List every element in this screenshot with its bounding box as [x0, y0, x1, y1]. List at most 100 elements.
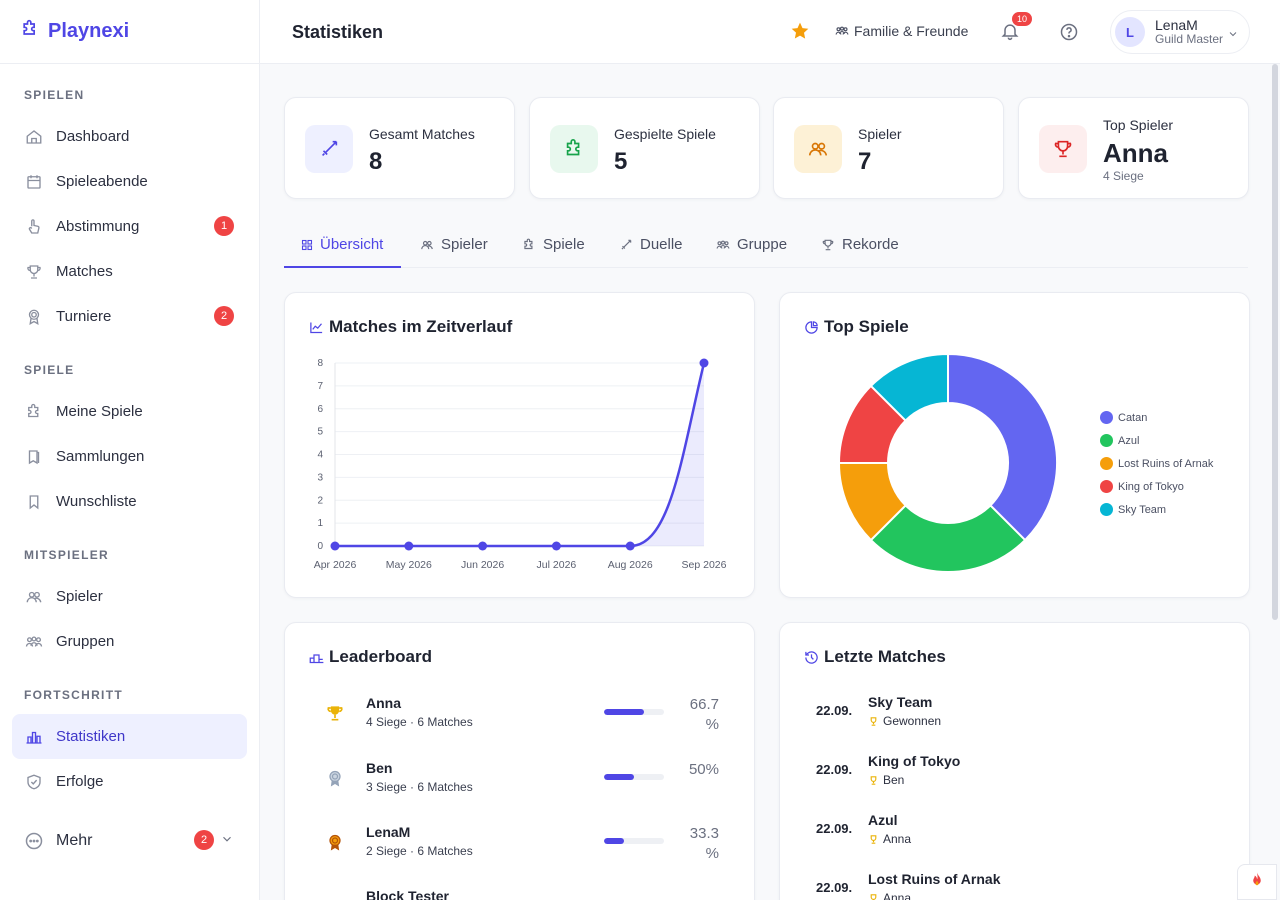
donut-slice — [869, 352, 949, 422]
help-icon[interactable] — [1059, 22, 1079, 47]
users-icon — [794, 125, 842, 173]
tab-label: Spieler — [441, 236, 488, 253]
sidebar-item-dashboard[interactable]: Dashboard — [12, 114, 247, 159]
tab-label: Rekorde — [842, 236, 899, 253]
brand-name: Playnexi — [48, 20, 130, 42]
chevron-down-icon — [1227, 27, 1239, 45]
match-row[interactable]: 22.09. Azul Anna — [816, 812, 1216, 852]
winrate-bar — [604, 709, 664, 715]
history-icon — [804, 650, 819, 665]
leaderboard-row[interactable]: Block Tester — [309, 888, 729, 900]
data-point — [330, 541, 340, 551]
sidebar-item-statistiken[interactable]: Statistiken — [12, 714, 247, 759]
y-tick-label: 3 — [317, 472, 323, 483]
series-area — [335, 363, 704, 546]
sidebar-item-label: Matches — [56, 263, 113, 280]
match-date: 22.09. — [816, 821, 853, 836]
leaderboard-row[interactable]: Anna 4 Siege · 6 Matches 66.7 % — [309, 695, 729, 745]
group-icon — [716, 238, 730, 252]
notification-badge: 10 — [1012, 12, 1033, 26]
match-row[interactable]: 22.09. Sky Team Gewonnen — [816, 694, 1216, 734]
x-tick-label: Sep 2026 — [682, 559, 727, 571]
donut-slice — [869, 504, 1027, 573]
player-name: Block Tester — [366, 888, 449, 900]
users-icon — [24, 587, 44, 607]
y-tick-label: 8 — [317, 358, 323, 369]
tab-duelle[interactable]: Duelle — [619, 236, 683, 253]
puzzle-logo-icon — [20, 19, 40, 44]
fire-icon — [1248, 870, 1266, 895]
stat-value: Anna — [1103, 138, 1168, 168]
sidebar-item-spieleabende[interactable]: Spieleabende — [12, 159, 247, 204]
stat-sub: 4 Siege — [1103, 169, 1144, 183]
y-tick-label: 1 — [317, 518, 323, 529]
trophy-icon — [24, 262, 44, 282]
sidebar-item-erfolge[interactable]: Erfolge — [12, 759, 247, 804]
match-row[interactable]: 22.09. King of Tokyo Ben — [816, 753, 1216, 793]
legend-item[interactable]: King of Tokyo — [1100, 475, 1213, 498]
bell-icon[interactable] — [1000, 20, 1020, 47]
player-name: Anna — [366, 695, 401, 711]
sidebar-item-sammlungen[interactable]: Sammlungen — [12, 434, 247, 479]
match-winner: Gewonnen — [868, 714, 941, 728]
sidebar-item-turniere[interactable]: Turniere 2 — [12, 294, 247, 339]
sidebar-item-wunschliste[interactable]: Wunschliste — [12, 479, 247, 524]
line-chart-icon — [309, 320, 324, 335]
user-menu[interactable]: L LenaM Guild Master — [1110, 10, 1250, 54]
winrate-percent: 33.3 % — [689, 825, 719, 862]
count-badge: 1 — [214, 216, 234, 236]
more-menu[interactable]: Mehr 2 — [0, 818, 260, 863]
panel-title-text: Leaderboard — [329, 647, 432, 666]
match-row[interactable]: 22.09. Lost Ruins of Arnak Anna — [816, 871, 1216, 900]
sidebar-item-label: Abstimmung — [56, 218, 140, 235]
winner-name: Ben — [883, 773, 905, 787]
page-scrollbar[interactable] — [1272, 64, 1278, 620]
brand[interactable]: Playnexi — [0, 0, 259, 64]
data-point — [625, 541, 635, 551]
tab-gruppe[interactable]: Gruppe — [716, 236, 787, 253]
data-point — [551, 541, 561, 551]
trophy-icon — [1039, 125, 1087, 173]
legend-item[interactable]: Lost Ruins of Arnak — [1100, 452, 1213, 475]
sidebar-item-label: Wunschliste — [56, 493, 137, 510]
winrate-fill — [604, 774, 634, 780]
leaderboard-row[interactable]: Ben 3 Siege · 6 Matches 50% — [309, 760, 729, 810]
tab-rekorde[interactable]: Rekorde — [821, 236, 899, 253]
panel-title: Top Spiele — [804, 317, 909, 337]
sidebar-item-spieler[interactable]: Spieler — [12, 574, 247, 619]
star-icon[interactable] — [790, 21, 810, 46]
leaderboard-row[interactable]: LenaM 2 Siege · 6 Matches 33.3 % — [309, 824, 729, 874]
active-tab-indicator — [284, 266, 401, 268]
legend-item[interactable]: Catan — [1100, 406, 1213, 429]
winrate-bar — [604, 774, 664, 780]
sidebar-item-meine-spiele[interactable]: Meine Spiele — [12, 389, 247, 434]
y-tick-label: 6 — [317, 404, 323, 415]
group-icon — [24, 632, 44, 652]
tab-spieler[interactable]: Spieler — [420, 236, 488, 253]
match-game: Azul — [868, 812, 898, 828]
sidebar-item-gruppen[interactable]: Gruppen — [12, 619, 247, 664]
legend-item[interactable]: Azul — [1100, 429, 1213, 452]
legend-item[interactable]: Sky Team — [1100, 498, 1213, 521]
x-tick-label: May 2026 — [386, 559, 432, 571]
sidebar-item-label: Meine Spiele — [56, 403, 143, 420]
family-friends-button[interactable]: Familie & Freunde — [835, 23, 968, 39]
fire-button[interactable] — [1237, 864, 1277, 900]
y-tick-label: 4 — [317, 450, 323, 461]
tab-uebersicht[interactable]: Übersicht — [301, 236, 383, 253]
tab-spiele[interactable]: Spiele — [522, 236, 585, 253]
trophy-icon — [870, 834, 877, 844]
x-tick-label: Aug 2026 — [608, 559, 653, 571]
stat-label: Spieler — [858, 126, 902, 142]
sidebar-item-matches[interactable]: Matches — [12, 249, 247, 294]
panel-title: Matches im Zeitverlauf — [309, 317, 512, 337]
puzzle-icon — [550, 125, 598, 173]
stat-card-players: Spieler 7 — [773, 97, 1004, 199]
player-name: LenaM — [366, 824, 411, 840]
winner-name: Anna — [883, 891, 912, 900]
stat-value: 5 — [614, 148, 628, 175]
sidebar-item-abstimmung[interactable]: Abstimmung 1 — [12, 204, 247, 249]
pie-chart-icon — [804, 320, 819, 335]
panel-title-text: Matches im Zeitverlauf — [329, 317, 513, 336]
winner-name: Gewonnen — [883, 714, 942, 728]
